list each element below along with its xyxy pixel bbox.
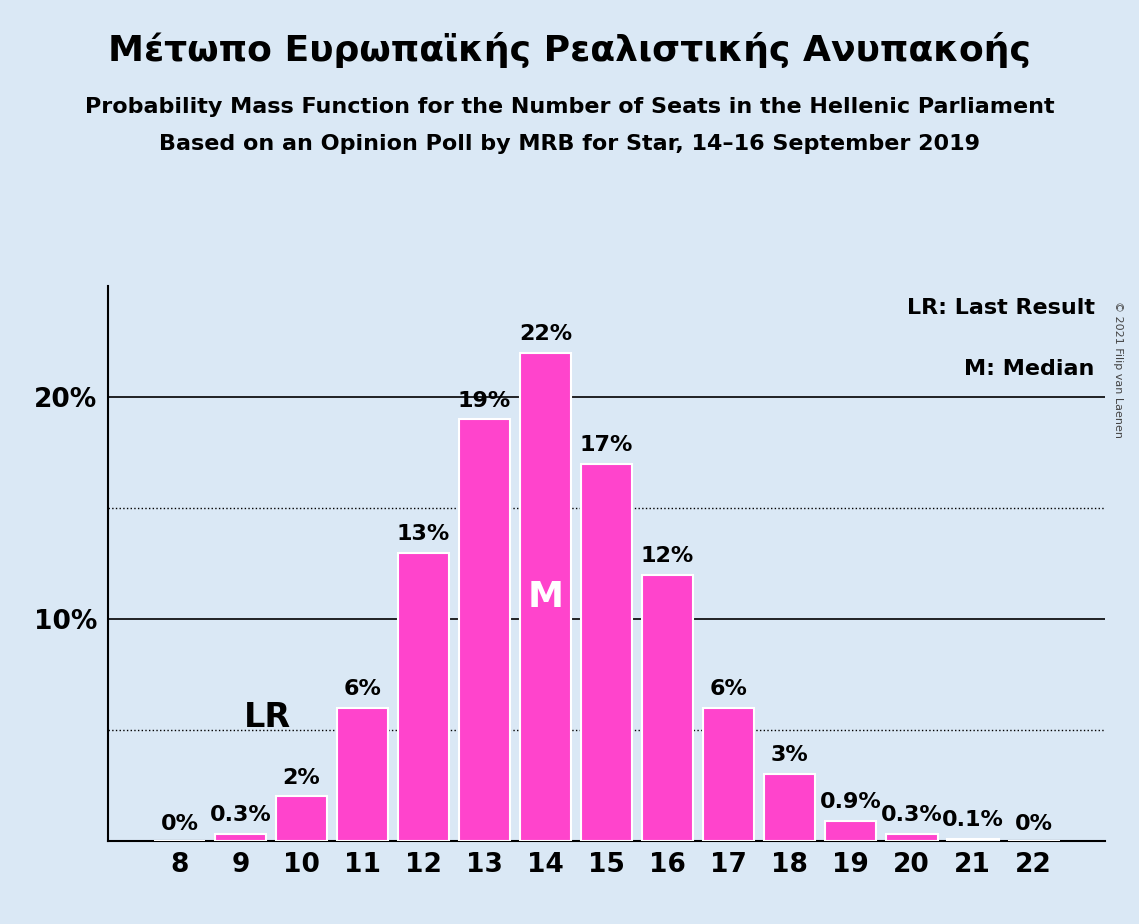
Text: 0%: 0% xyxy=(1015,814,1052,834)
Bar xyxy=(641,575,694,841)
Text: LR: Last Result: LR: Last Result xyxy=(907,298,1095,318)
Text: M: M xyxy=(527,580,564,614)
Text: M: Median: M: Median xyxy=(965,359,1095,379)
Bar xyxy=(459,419,510,841)
Bar xyxy=(703,708,754,841)
Text: LR: LR xyxy=(245,701,292,735)
Text: 3%: 3% xyxy=(771,746,809,765)
Text: 0.1%: 0.1% xyxy=(942,809,1003,830)
Text: 0%: 0% xyxy=(161,814,198,834)
Text: 2%: 2% xyxy=(282,768,320,787)
Text: 22%: 22% xyxy=(519,324,572,344)
Bar xyxy=(336,708,388,841)
Text: Μέτωπο Ευρωπαϊκής Ρεαλιστικής Ανυπακοής: Μέτωπο Ευρωπαϊκής Ρεαλιστικής Ανυπακοής xyxy=(108,32,1031,68)
Text: 13%: 13% xyxy=(396,524,450,543)
Text: 19%: 19% xyxy=(458,391,511,410)
Bar xyxy=(398,553,450,841)
Bar xyxy=(214,834,267,841)
Text: 0.9%: 0.9% xyxy=(820,792,882,812)
Bar xyxy=(763,774,816,841)
Bar xyxy=(519,353,572,841)
Text: 17%: 17% xyxy=(580,435,633,455)
Bar xyxy=(276,796,327,841)
Bar xyxy=(886,834,937,841)
Text: Probability Mass Function for the Number of Seats in the Hellenic Parliament: Probability Mass Function for the Number… xyxy=(84,97,1055,117)
Text: 6%: 6% xyxy=(710,679,747,699)
Bar xyxy=(581,464,632,841)
Text: 12%: 12% xyxy=(641,546,694,565)
Bar xyxy=(947,839,999,841)
Text: 6%: 6% xyxy=(344,679,382,699)
Text: 0.3%: 0.3% xyxy=(880,806,942,825)
Bar xyxy=(825,821,877,841)
Text: 0.3%: 0.3% xyxy=(210,806,271,825)
Text: Based on an Opinion Poll by MRB for Star, 14–16 September 2019: Based on an Opinion Poll by MRB for Star… xyxy=(159,134,980,154)
Text: © 2021 Filip van Laenen: © 2021 Filip van Laenen xyxy=(1114,301,1123,438)
